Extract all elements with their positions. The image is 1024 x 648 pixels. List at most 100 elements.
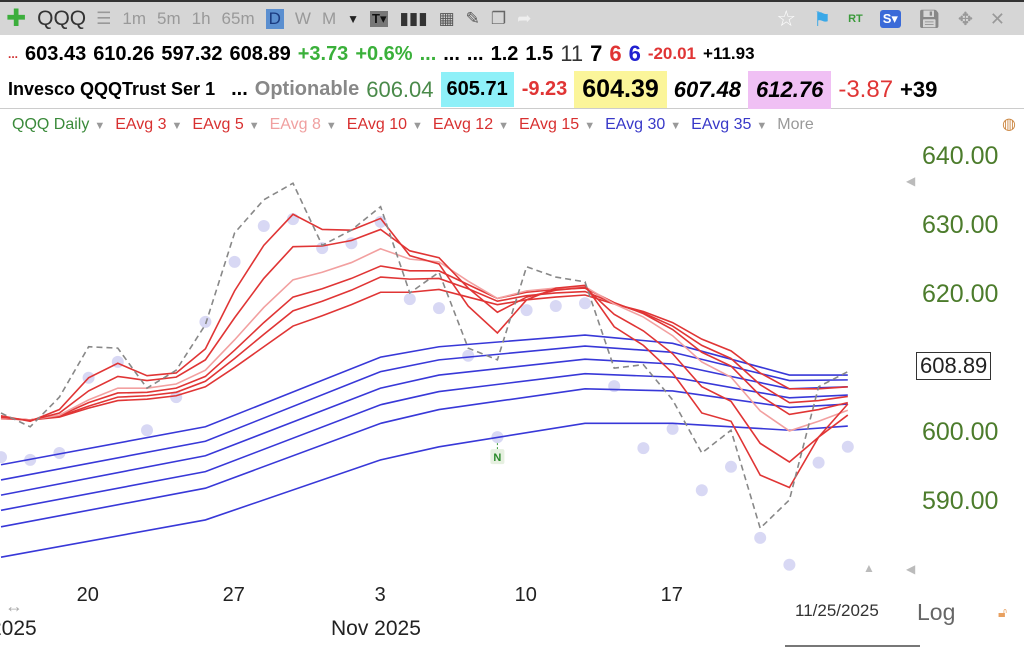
move-icon[interactable]: ✥: [957, 8, 973, 29]
chevron-down-icon[interactable]: ▼: [584, 120, 596, 132]
x-tick-label: 3: [374, 584, 386, 606]
interval-1m[interactable]: 1m: [122, 8, 146, 28]
ema-line-blue: [0, 334, 848, 466]
data-dot: [257, 220, 270, 232]
rt-button[interactable]: RT: [848, 13, 863, 25]
scroll-up-icon[interactable]: ▲: [863, 561, 875, 575]
close-icon[interactable]: ✕: [989, 8, 1005, 29]
color-palette-icon[interactable]: ◍: [1002, 116, 1016, 133]
data-dot: [141, 424, 153, 437]
field-empty: ...: [419, 42, 437, 65]
pencil-icon[interactable]: ✎: [465, 8, 480, 28]
dropdown-icon[interactable]: ▼: [347, 11, 360, 26]
log-scale-toggle[interactable]: Log: [917, 599, 956, 625]
legend-item[interactable]: EAvg 8 ▼: [270, 116, 337, 134]
optionable-label: Optionable: [254, 78, 360, 100]
ema-line-blue: [0, 345, 848, 481]
y-tick-label: 600.00: [922, 418, 999, 446]
more-dots[interactable]: ...: [8, 47, 19, 61]
scroll-left-icon[interactable]: ◀: [906, 562, 916, 576]
chevron-down-icon[interactable]: ▼: [756, 120, 768, 132]
data-dot: [754, 531, 767, 544]
ema-line-eavg-10: [0, 265, 848, 421]
y-tick-label: 620.00: [922, 280, 999, 308]
field-empty: ...: [466, 42, 484, 65]
data-dot: [841, 440, 854, 453]
news-marker: N: [493, 452, 501, 464]
bars-icon[interactable]: ▮▮▮: [399, 8, 428, 28]
symbol-input[interactable]: QQQ: [37, 6, 87, 30]
interval-1h[interactable]: 1h: [191, 8, 211, 28]
legend-label: EAvg 3: [115, 116, 167, 133]
close-price-line: [0, 182, 849, 530]
data-dot: [783, 558, 796, 571]
month-label: Nov 2025: [331, 617, 421, 640]
news-marker-bg: [490, 449, 505, 465]
price-chart[interactable]: N: [0, 140, 905, 580]
field-value: 612.76: [748, 70, 832, 109]
save-icon[interactable]: 💾︎: [917, 8, 941, 29]
x-tick-label: 10: [514, 584, 537, 606]
share-icon[interactable]: ➦: [517, 8, 532, 28]
legend-item[interactable]: EAvg 35 ▼: [691, 116, 767, 134]
add-icon[interactable]: ✚: [6, 5, 27, 32]
more-indicators-button[interactable]: More: [777, 116, 814, 133]
pan-icon[interactable]: ↔: [5, 596, 23, 616]
legend-item[interactable]: QQQ Daily ▼: [12, 116, 105, 134]
chevron-down-icon[interactable]: ▼: [412, 120, 423, 132]
legend-label: EAvg 15: [518, 116, 580, 133]
field-value: -9.23: [521, 78, 568, 100]
interval-monthly[interactable]: M: [321, 8, 337, 28]
field-value: 604.39: [574, 71, 667, 108]
list-icon[interactable]: ☰: [96, 8, 112, 28]
data-dot: [433, 302, 445, 315]
legend-label: EAvg 8: [269, 116, 321, 133]
data-dot: [199, 315, 212, 328]
notes-icon[interactable]: ❐: [490, 8, 507, 28]
chevron-down-icon[interactable]: ▼: [498, 120, 509, 132]
chevron-down-icon[interactable]: ▼: [248, 120, 260, 132]
chevron-down-icon[interactable]: ▼: [670, 120, 682, 132]
ema-line-eavg-15: [0, 288, 848, 421]
interval-65m[interactable]: 65m: [221, 8, 255, 28]
interval-daily[interactable]: D: [265, 8, 284, 29]
legend-item[interactable]: EAvg 5 ▼: [192, 116, 259, 134]
s-button[interactable]: S▾: [879, 10, 901, 28]
legend-item[interactable]: EAvg 3 ▼: [115, 116, 182, 134]
chevron-down-icon[interactable]: ▼: [325, 120, 337, 132]
indicator-legend: QQQ Daily ▼ EAvg 3 ▼ EAvg 5 ▼ EAvg 8 ▼ EAvg 10 ▼ E…: [0, 110, 1024, 140]
info-row: Invesco QQQTrust Ser 1 ... Optionable 60…: [0, 70, 1024, 109]
data-dot: [403, 293, 416, 306]
legend-item[interactable]: EAvg 30 ▼: [605, 116, 681, 134]
ema-line-blue: [0, 388, 848, 528]
legend-item[interactable]: EAvg 12 ▼: [433, 116, 509, 134]
legend-item[interactable]: EAvg 10 ▼: [347, 116, 423, 134]
field-value: 1.2: [490, 42, 519, 65]
interval-5m[interactable]: 5m: [157, 8, 181, 28]
y-tick-label: 630.00: [922, 211, 999, 239]
field-value: 605.71: [440, 72, 514, 107]
star-icon[interactable]: ☆: [776, 6, 797, 31]
chevron-down-icon[interactable]: ▼: [171, 120, 183, 132]
field-empty: ...: [443, 42, 460, 65]
legend-label: EAvg 35: [691, 116, 752, 133]
grid-add-icon[interactable]: ▦: [438, 8, 455, 28]
ema-line-eavg-3: [0, 213, 849, 489]
data-dot: [520, 304, 533, 317]
interval-weekly[interactable]: W: [294, 8, 311, 28]
text-icon[interactable]: T▾: [370, 10, 389, 27]
lock-icon[interactable]: 🔓︎: [998, 604, 1008, 620]
field-value: 11: [560, 41, 584, 66]
field-value: -3.87: [838, 75, 894, 103]
legend-item[interactable]: EAvg 15 ▼: [519, 116, 595, 134]
legend-label: EAvg 12: [432, 116, 494, 133]
data-dot: [0, 451, 7, 464]
flag-icon[interactable]: ⚑: [813, 8, 832, 31]
low-price: 597.32: [161, 42, 223, 65]
ema-line-eavg-8: [0, 247, 849, 432]
more-dots[interactable]: ...: [231, 78, 248, 100]
current-price-label: 608.89: [916, 352, 992, 380]
quote-row: ... 603.43 610.26 597.32 608.89 +3.73 +0…: [0, 37, 1024, 71]
chevron-down-icon[interactable]: ▼: [94, 120, 106, 132]
scroll-left-icon[interactable]: ◀: [906, 174, 916, 188]
